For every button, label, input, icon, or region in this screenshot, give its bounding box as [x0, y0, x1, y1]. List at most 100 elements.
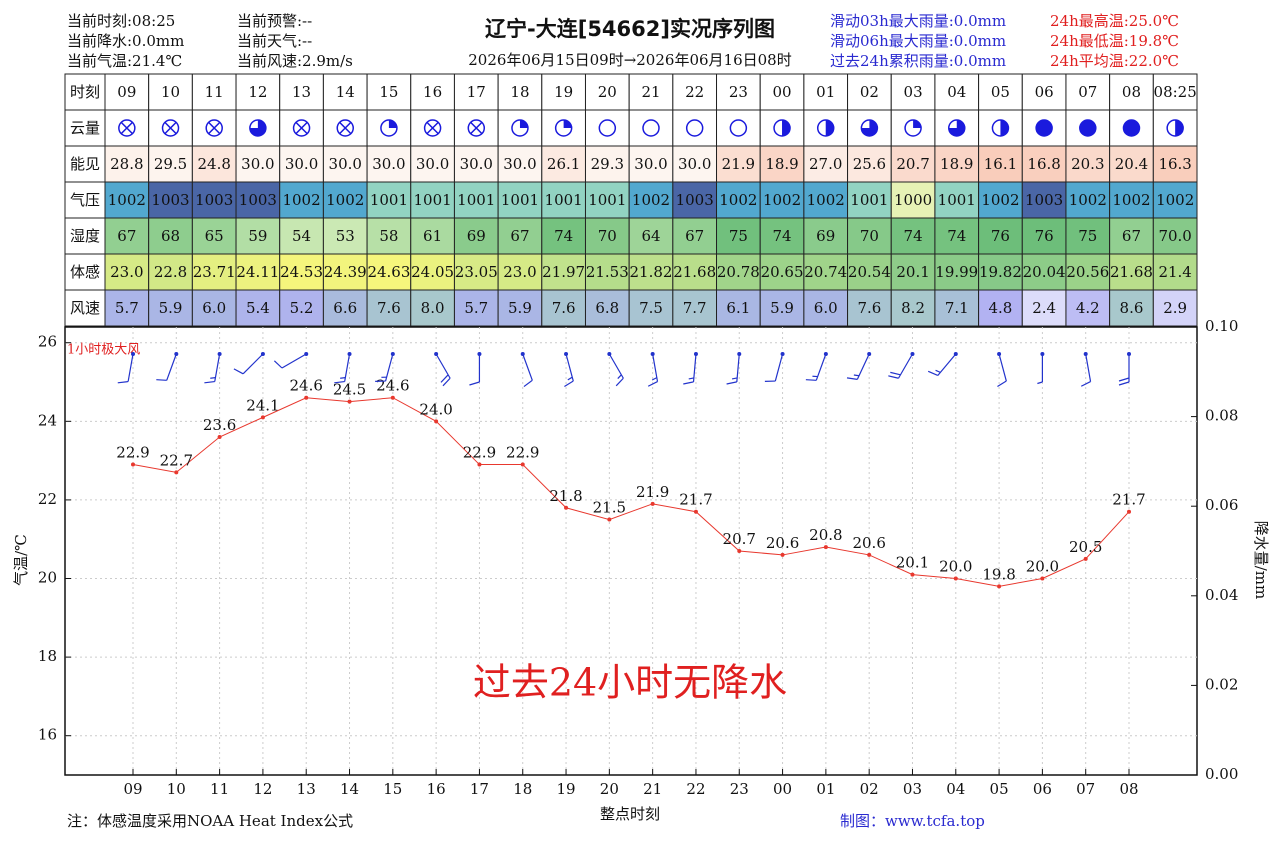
cell-value: 1001 — [850, 191, 888, 209]
cell — [366, 73, 412, 111]
cell — [1065, 289, 1111, 327]
x-tick-label: 09 — [123, 780, 142, 798]
cell — [628, 181, 674, 219]
barb-flag — [233, 368, 244, 375]
cell — [759, 73, 805, 111]
temp-label: 20.0 — [939, 558, 972, 576]
barb-flag — [1037, 381, 1043, 385]
cell-value: 21.9 — [722, 155, 755, 173]
cloud-icon — [118, 119, 136, 137]
cell-value: 20.65 — [761, 263, 804, 281]
x-tick-label: 04 — [946, 780, 965, 798]
hour-label: 11 — [205, 83, 224, 101]
y2-tick-label: 0.06 — [1205, 496, 1238, 514]
cell — [716, 73, 761, 111]
wind-barb — [375, 352, 395, 382]
cell — [1109, 253, 1154, 291]
temp-point — [1127, 509, 1131, 514]
y2-axis-label: 降水量/mm — [1252, 521, 1270, 600]
cell-value: 6.6 — [333, 299, 357, 317]
barb-flag — [523, 379, 533, 388]
temp-point — [910, 572, 915, 577]
barb-flag — [273, 360, 283, 369]
barb-staff — [166, 353, 177, 381]
barb-flag — [469, 381, 480, 386]
cloud-icon — [1122, 119, 1141, 137]
barb-staff — [652, 353, 659, 382]
cell — [1152, 181, 1198, 219]
x-tick-label: 10 — [167, 780, 186, 798]
cloud-icon — [1166, 119, 1184, 137]
cell — [497, 217, 543, 255]
cell — [148, 253, 193, 291]
cell-value: 1002 — [282, 191, 320, 209]
cloud-x — [164, 121, 177, 135]
barb-flag — [156, 379, 167, 381]
barb-flag — [204, 380, 215, 384]
cell-value: 18.9 — [765, 155, 798, 173]
hour-label: 21 — [641, 83, 660, 101]
barb-staff — [608, 353, 624, 379]
cloud-fill — [913, 120, 922, 128]
temp-point — [477, 462, 482, 467]
cell-value: 21.82 — [630, 263, 673, 281]
cloud-fill — [1036, 120, 1053, 136]
info: 当前气温:21.4℃ — [67, 52, 182, 70]
cell-value: 1000 — [894, 191, 932, 209]
cell-value: 74 — [772, 227, 791, 245]
cell — [934, 289, 980, 327]
cell-value: 20.04 — [1023, 263, 1066, 281]
x-tick-label: 22 — [686, 780, 705, 798]
wind-barb — [805, 352, 828, 381]
temp-point — [1040, 576, 1045, 581]
cloud-icon — [773, 119, 791, 137]
cell-value: 7.7 — [683, 299, 707, 317]
hour-label: 02 — [860, 83, 879, 101]
wind-barb — [520, 352, 533, 388]
barb-staff — [344, 353, 351, 382]
cell — [759, 217, 805, 255]
x-tick-label: 21 — [643, 780, 662, 798]
cloud-fill — [1123, 120, 1140, 136]
wind-barb — [117, 352, 135, 384]
cell-value: 6.8 — [595, 299, 619, 317]
info: 当前预警:-- — [237, 12, 312, 30]
y2-tick-label: 0.10 — [1205, 317, 1238, 335]
cloud-icon — [205, 119, 223, 137]
cell — [803, 73, 849, 111]
cell — [716, 253, 761, 291]
cloud-icon — [336, 119, 354, 137]
wind-barb — [564, 352, 574, 388]
x-tick-label: 15 — [383, 780, 402, 798]
barb-flag — [683, 381, 694, 385]
cell-value: 6.1 — [726, 299, 750, 317]
cell-value: 18.9 — [940, 155, 973, 173]
rain-info: 滑动03h最大雨量:0.0mm — [830, 12, 1006, 30]
temp-point — [390, 395, 395, 400]
cloud-icon — [685, 119, 704, 137]
cloud-fill — [825, 120, 834, 136]
cell — [890, 181, 936, 219]
hour-label: 22 — [685, 83, 704, 101]
barb-flag — [617, 374, 622, 379]
cell-value: 67 — [1122, 227, 1141, 245]
cell — [104, 253, 150, 291]
cell — [235, 145, 281, 183]
barb-flag — [210, 377, 216, 379]
cell — [978, 145, 1023, 183]
barb-flag — [340, 377, 346, 379]
x-tick-label: 12 — [253, 780, 272, 798]
cell-value: 20.4 — [1115, 155, 1148, 173]
cell — [803, 289, 849, 327]
cell-value: 24.8 — [197, 155, 230, 173]
barb-staff — [242, 353, 264, 375]
cell — [1021, 289, 1067, 327]
cell-value: 4.8 — [989, 299, 1013, 317]
cell-value: 69 — [467, 227, 486, 245]
cell-value: 28.8 — [110, 155, 143, 173]
cell-value: 5.4 — [246, 299, 270, 317]
cloud-fill — [1175, 120, 1184, 136]
cell — [104, 289, 150, 327]
cell-value: 1001 — [938, 191, 976, 209]
cloud-icon — [1035, 119, 1053, 137]
